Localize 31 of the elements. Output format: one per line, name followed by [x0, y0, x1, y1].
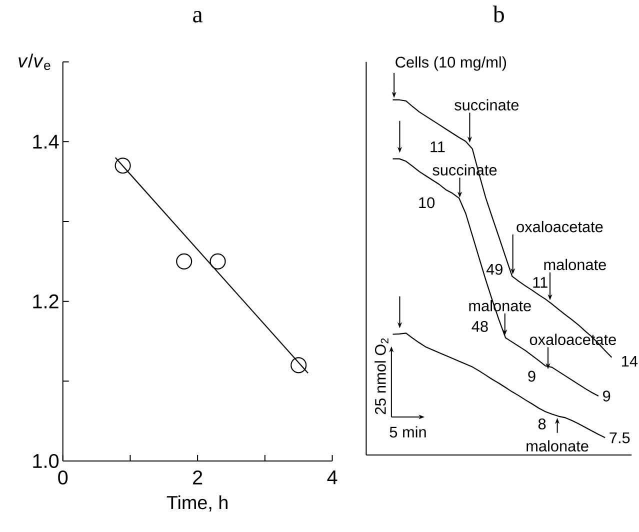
point [176, 253, 192, 270]
annotation: 9 [528, 370, 536, 382]
x-tick-label: 0 [58, 470, 68, 485]
annotation: oxaloacetate [516, 221, 603, 232]
chart-title: a [193, 11, 203, 23]
x-tick-label: 2 [193, 470, 202, 484]
annotation: 11 [430, 142, 445, 152]
text: Cells (10 mg/ml) [396, 56, 506, 71]
annotation: 11 [533, 277, 548, 288]
chart-title: b [492, 6, 504, 23]
annotation: 14 [622, 356, 638, 367]
annotation: 9 [603, 390, 610, 402]
y-axis-title: v/v$_{e}$ [18, 54, 50, 70]
annotation: 5 min [390, 426, 426, 438]
annotation: 10 [419, 197, 435, 208]
annotation: malonate [526, 440, 588, 452]
point [290, 357, 307, 374]
x-axis-title: Time, h [166, 495, 228, 512]
annotation: 49 [486, 264, 502, 275]
y-tick-label: 1.2 [33, 294, 58, 308]
y-tick-label: 1.4 [33, 134, 59, 149]
annotation: 48 [472, 321, 488, 332]
annotation: 8 [538, 418, 546, 430]
y-tick-label: 1.0 [33, 454, 59, 468]
annotation: 7.5 [610, 432, 630, 444]
point [210, 253, 226, 270]
annotation: malonate [544, 258, 606, 270]
point [114, 158, 131, 174]
annotation: succinate [454, 99, 519, 111]
x-tick-label: 4 [327, 470, 338, 484]
annotation: 25 nmol O$_{2}$ [374, 338, 388, 414]
